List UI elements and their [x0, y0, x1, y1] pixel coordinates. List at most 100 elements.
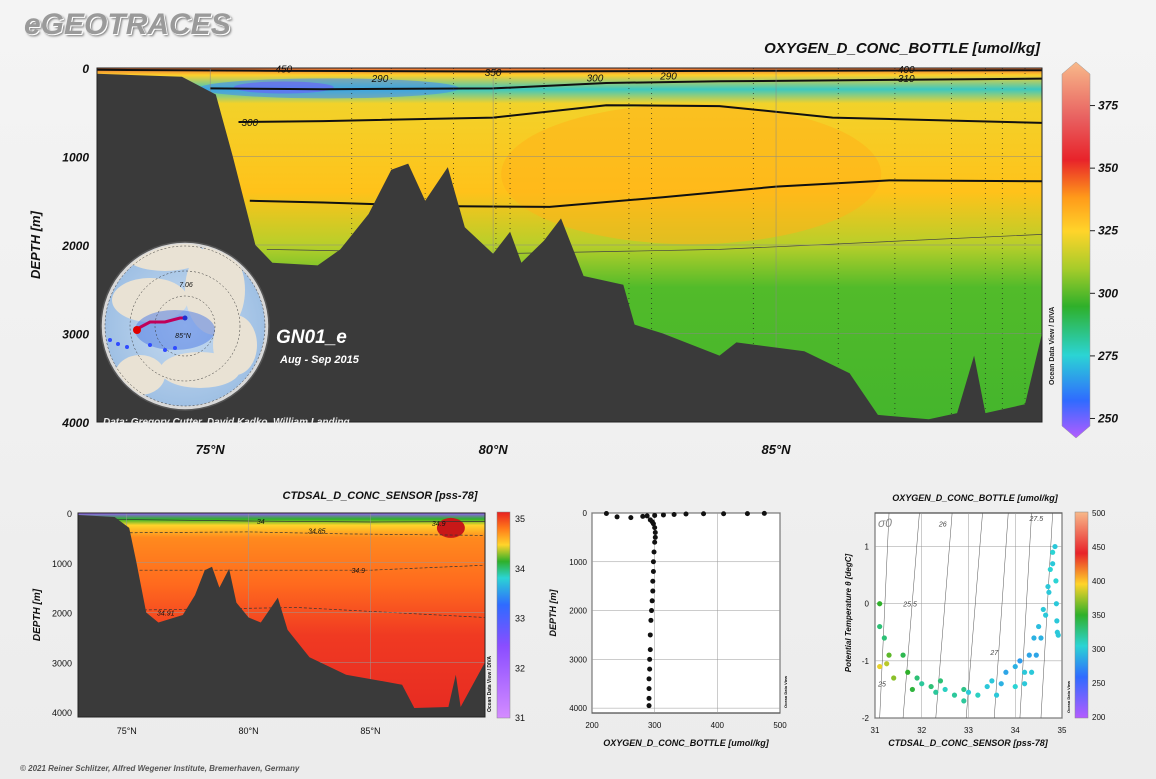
profile-point: [651, 549, 657, 555]
salinity-colorbar-label: 35: [515, 514, 525, 524]
inset-map-label: 85°N: [175, 332, 192, 340]
salinity-colorbar-label: 32: [515, 663, 525, 673]
cruise-station-5: [173, 346, 177, 350]
ts-isopycnal-label-4: 27.5: [1028, 516, 1043, 523]
profile-point: [614, 514, 620, 520]
ts-colorbar-label: 350: [1092, 611, 1106, 620]
profile-point: [652, 539, 658, 545]
inset-map-latitude-0: [154, 295, 216, 357]
ts-point: [1046, 589, 1052, 595]
ts-y-tick-label: 0: [865, 600, 870, 609]
profile-x-tick-label: 300: [648, 721, 662, 730]
ts-point: [1053, 601, 1059, 607]
salinity-x-tick-label: 75°N: [117, 726, 137, 736]
profile-y-tick-label: 0: [583, 509, 588, 518]
ts-point: [1022, 669, 1028, 675]
salinity-colorbar-label: 34: [515, 564, 525, 574]
profile-point: [646, 686, 652, 692]
ts-point: [1040, 606, 1046, 613]
ts-x-tick-label: 31: [871, 726, 880, 735]
oxygen-contour-label-0: 290: [371, 74, 389, 85]
profile-point: [647, 656, 653, 662]
ts-point: [1012, 663, 1018, 670]
inset-map-latitude-2: [104, 245, 266, 407]
profile-point: [649, 598, 655, 604]
salinity-y-tick-label: 3000: [52, 658, 72, 668]
footer-credit: © 2021 Reiner Schlitzer, Alfred Wegener …: [20, 764, 300, 773]
profile-point: [650, 569, 656, 575]
salinity-contour-label-3: 34.9: [351, 568, 365, 575]
ts-colorbar: [1074, 511, 1089, 719]
salinity-chart-title: CTDSAL_D_CONC_SENSOR [pss-78]: [283, 490, 478, 502]
salinity-y-tick-label: 4000: [52, 708, 72, 718]
oxygen-y-tick-label: 4000: [61, 416, 89, 430]
profile-point: [701, 511, 707, 517]
profile-point: [650, 588, 656, 594]
odv-side-label: Ocean Data View / DIVA: [1049, 307, 1056, 385]
ts-point: [984, 683, 990, 690]
profile-point: [646, 703, 652, 709]
profile-y-tick-label: 2000: [569, 607, 587, 616]
salinity-contour-label-4: 34.91: [157, 611, 175, 618]
oxygen-y-tick-label: 1000: [62, 151, 89, 165]
oxygen-contour-1: [210, 77, 1043, 91]
ts-isopycnal-1: [902, 512, 920, 719]
ts-point: [1022, 681, 1028, 687]
ts-point: [1026, 652, 1032, 658]
ts-point: [1050, 549, 1056, 555]
profile-point: [649, 608, 655, 614]
profile-point: [652, 525, 658, 531]
ts-point: [961, 698, 967, 704]
ts-point: [998, 681, 1004, 687]
profile-point: [647, 647, 653, 653]
ts-point: [1047, 566, 1053, 573]
ts-point: [928, 683, 934, 690]
salinity-y-tick-label: 1000: [52, 559, 72, 569]
oxygen-colorbar-label: 375: [1098, 99, 1118, 113]
ts-isopycnal-3: [965, 512, 983, 719]
ts-point: [961, 686, 967, 693]
profile-point: [603, 510, 609, 516]
oxygen-colorbar: [1061, 61, 1091, 439]
profile-point: [646, 695, 652, 701]
ts-isopycnal-2: [935, 512, 953, 719]
ts-point: [877, 663, 883, 670]
ts-y-tick-label: -2: [862, 714, 870, 723]
ts-point: [877, 623, 883, 630]
egeotraces-logo: eGEOTRACES: [24, 8, 231, 41]
profile-point: [646, 676, 652, 682]
cruise-station-4: [163, 348, 167, 352]
profile-point: [647, 632, 653, 638]
ts-isopycnal-label-1: 25.5: [902, 602, 917, 609]
oxygen-colorbar-label: 250: [1097, 411, 1118, 425]
cruise-id: GN01_e: [276, 327, 347, 348]
ts-y-axis-title: Potential Temperature θ [degC]: [844, 553, 853, 672]
salinity-x-tick-label: 85°N: [360, 726, 380, 736]
ts-x-axis-title: CTDSAL_D_CONC_SENSOR [pss-78]: [888, 738, 1049, 748]
profile-point: [721, 511, 727, 517]
ts-point: [914, 675, 920, 681]
ts-point: [965, 689, 972, 695]
oxygen-core-patch: [501, 104, 882, 245]
ts-point: [1031, 635, 1037, 641]
ts-sigma-label: σ0: [878, 516, 892, 530]
oxygen-contour-label-5: 400: [898, 65, 915, 76]
oxygen-colorbar-label: 300: [1098, 286, 1118, 300]
salinity-contour-1: [109, 531, 486, 536]
ts-point: [877, 601, 883, 607]
inset-map-latitude-1: [129, 270, 241, 382]
oxygen-bathymetry: [97, 73, 1042, 423]
oxygen-x-tick-label: 85°N: [762, 442, 792, 457]
ts-side-label: Ocean Data View: [1066, 680, 1071, 713]
salinity-side-label: Ocean Data View / DIVA: [487, 656, 493, 712]
profile-point: [683, 511, 689, 517]
ts-point: [1052, 543, 1058, 550]
cruise-start-marker: [133, 326, 141, 334]
ts-point: [1053, 578, 1059, 584]
ts-point: [1003, 669, 1009, 675]
salinity-contour-label-1: 34.85: [308, 528, 326, 535]
ts-point: [1045, 583, 1051, 590]
ts-point: [881, 635, 887, 641]
ts-point: [1017, 658, 1023, 664]
